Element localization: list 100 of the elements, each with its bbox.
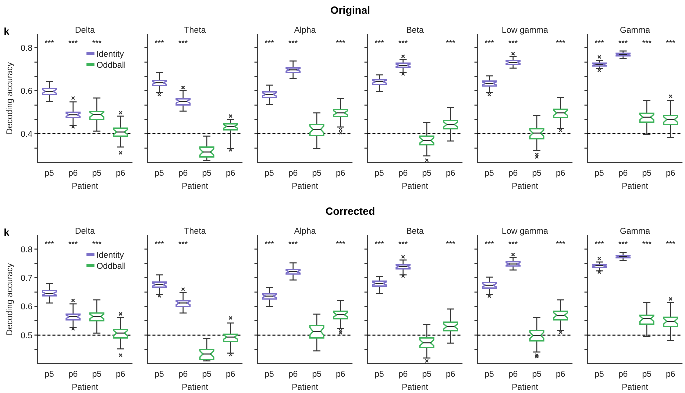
x-tick-label: p5 bbox=[312, 168, 322, 178]
x-axis-title: Patient bbox=[72, 382, 100, 392]
chart-title: Delta bbox=[75, 226, 96, 236]
x-tick-label: p6 bbox=[178, 369, 188, 379]
x-axis-title: Patient bbox=[292, 382, 320, 392]
x-tick-label: p5 bbox=[484, 168, 495, 178]
y-tick-label: 0.7 bbox=[20, 272, 33, 283]
y-tick-label: 0.8 bbox=[20, 244, 33, 254]
text: *** bbox=[288, 38, 298, 48]
text: k bbox=[4, 27, 10, 38]
text: Original bbox=[330, 5, 370, 17]
x-tick-label: p6 bbox=[336, 168, 346, 178]
x-tick-label: p5 bbox=[44, 369, 55, 379]
text: *** bbox=[642, 38, 652, 48]
x-tick-label: p5 bbox=[154, 168, 165, 178]
x-tick-label: p6 bbox=[666, 168, 676, 178]
x-tick-label: p5 bbox=[44, 168, 55, 178]
x-tick-label: p6 bbox=[178, 168, 188, 178]
text: *** bbox=[508, 38, 518, 48]
text: *** bbox=[288, 240, 298, 249]
x-tick-label: p6 bbox=[288, 369, 298, 379]
text: *** bbox=[336, 240, 346, 249]
x-tick-label: p6 bbox=[508, 168, 518, 178]
chart-title: Beta bbox=[406, 226, 424, 236]
x-tick-label: p5 bbox=[642, 168, 652, 178]
legend-label: Oddball bbox=[96, 60, 126, 70]
text: *** bbox=[666, 38, 676, 48]
text: *** bbox=[44, 38, 54, 48]
text: *** bbox=[556, 38, 566, 48]
x-tick-label: p5 bbox=[374, 168, 385, 178]
text: *** bbox=[618, 38, 628, 48]
x-tick-label: p5 bbox=[532, 168, 542, 178]
legend-label: Identity bbox=[96, 48, 125, 59]
text: *** bbox=[484, 38, 494, 48]
text: *** bbox=[398, 240, 408, 249]
x-axis-title: Patient bbox=[622, 181, 650, 191]
x-tick-label: p6 bbox=[68, 369, 78, 379]
text: *** bbox=[508, 240, 518, 249]
x-tick-label: p5 bbox=[532, 369, 542, 379]
text: *** bbox=[374, 240, 384, 249]
text: *** bbox=[92, 38, 102, 48]
x-tick-label: p6 bbox=[508, 369, 518, 379]
x-axis-title: Patient bbox=[402, 181, 430, 191]
x-tick-label: p6 bbox=[556, 168, 566, 178]
text: *** bbox=[178, 240, 188, 249]
x-tick-label: p5 bbox=[202, 369, 212, 379]
x-axis-title: Patient bbox=[292, 181, 320, 191]
text: *** bbox=[594, 240, 604, 249]
x-tick-label: p6 bbox=[446, 369, 456, 379]
text: *** bbox=[642, 240, 652, 249]
x-tick-label: p5 bbox=[92, 168, 102, 178]
chart-title: Low gamma bbox=[502, 226, 549, 236]
x-tick-label: p6 bbox=[666, 369, 676, 379]
x-tick-label: p6 bbox=[446, 168, 456, 178]
x-tick-label: p5 bbox=[484, 369, 495, 379]
chart-title: Theta bbox=[184, 25, 206, 35]
y-tick-label: 0.4 bbox=[20, 128, 33, 139]
x-axis-title: Patient bbox=[182, 382, 210, 392]
y-axis-title: Decoding accuracy bbox=[4, 62, 15, 135]
text: *** bbox=[398, 38, 408, 48]
x-tick-label: p6 bbox=[336, 369, 346, 379]
x-tick-label: p6 bbox=[68, 168, 78, 178]
text: Corrected bbox=[326, 206, 376, 218]
x-tick-label: p6 bbox=[226, 369, 236, 379]
x-axis-title: Patient bbox=[182, 181, 210, 191]
x-tick-label: p6 bbox=[288, 168, 298, 178]
x-tick-label: p5 bbox=[264, 369, 275, 379]
x-tick-label: p5 bbox=[422, 369, 432, 379]
x-axis-title: Patient bbox=[512, 181, 540, 191]
x-tick-label: p5 bbox=[594, 168, 605, 178]
y-tick-label: 0.5 bbox=[20, 330, 33, 340]
text: *** bbox=[594, 38, 604, 48]
x-axis-title: Patient bbox=[72, 181, 100, 191]
text: *** bbox=[446, 38, 456, 48]
chart-title: Gamma bbox=[620, 25, 651, 35]
text: *** bbox=[264, 38, 274, 48]
x-tick-label: p6 bbox=[618, 168, 628, 178]
y-tick-label: 0.6 bbox=[20, 86, 33, 96]
x-tick-label: p6 bbox=[398, 369, 408, 379]
text: *** bbox=[264, 240, 274, 249]
x-tick-label: p5 bbox=[312, 369, 322, 379]
y-tick-label: 0.6 bbox=[20, 302, 33, 312]
x-axis-title: Patient bbox=[512, 382, 540, 392]
x-tick-label: p5 bbox=[594, 369, 605, 379]
chart-title: Gamma bbox=[620, 226, 651, 236]
chart-title: Delta bbox=[75, 25, 96, 35]
x-tick-label: p5 bbox=[92, 369, 102, 379]
x-tick-label: p6 bbox=[398, 168, 408, 178]
y-tick-label: 0.8 bbox=[20, 42, 33, 53]
y-axis-title: Decoding accuracy bbox=[4, 262, 15, 336]
x-axis-title: Patient bbox=[402, 382, 430, 392]
x-axis-title: Patient bbox=[622, 382, 650, 392]
text: *** bbox=[374, 38, 384, 48]
text: k bbox=[4, 228, 10, 239]
chart-title: Alpha bbox=[294, 226, 316, 236]
chart-title: Low gamma bbox=[502, 25, 549, 35]
text: *** bbox=[178, 38, 188, 48]
text: *** bbox=[68, 240, 78, 249]
text: *** bbox=[92, 240, 102, 249]
text: *** bbox=[446, 240, 456, 249]
